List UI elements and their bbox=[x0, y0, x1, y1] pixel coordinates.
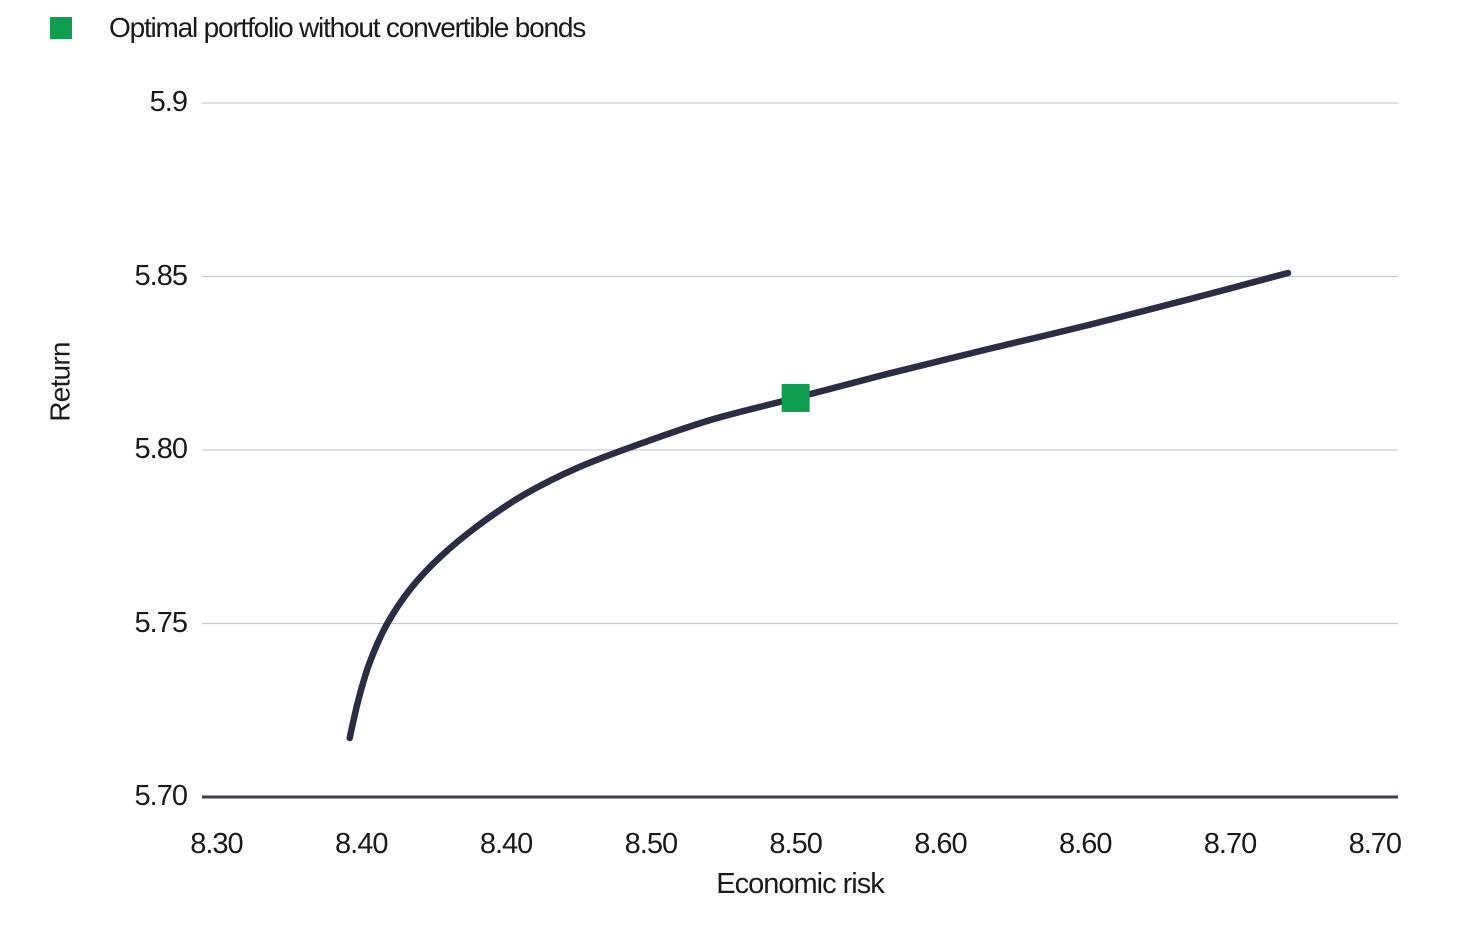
y-tick-label: 5.9 bbox=[149, 85, 188, 118]
y-axis-title-text: Return bbox=[45, 342, 76, 422]
y-tick-label: 5.85 bbox=[134, 259, 188, 292]
optimal-portfolio-marker bbox=[781, 383, 810, 412]
x-tick-label: 8.30 bbox=[190, 828, 243, 860]
x-tick-label: 8.60 bbox=[914, 828, 967, 860]
x-tick-label: 8.40 bbox=[335, 828, 388, 860]
legend: Optimal portfolio without convertible bo… bbox=[50, 12, 586, 44]
x-tick-label: 8.50 bbox=[624, 828, 678, 860]
x-tick-label: 8.70 bbox=[1348, 828, 1402, 860]
legend-label: Optimal portfolio without convertible bo… bbox=[109, 12, 586, 43]
frontier-curve bbox=[346, 269, 1292, 742]
y-tick-label: 5.80 bbox=[134, 432, 188, 465]
x-tick-label: 8.60 bbox=[1059, 828, 1112, 860]
y-tick-label: 5.70 bbox=[134, 779, 188, 812]
x-axis-title-text: Economic risk bbox=[716, 868, 884, 900]
x-tick-label: 8.70 bbox=[1203, 828, 1257, 860]
y-tick-label: 5.75 bbox=[134, 606, 188, 639]
x-tick-label: 8.40 bbox=[479, 828, 533, 860]
legend-square-icon bbox=[50, 17, 72, 39]
x-tick-label: 8.50 bbox=[769, 828, 822, 860]
x-axis-title: Economic risk bbox=[202, 868, 1398, 901]
